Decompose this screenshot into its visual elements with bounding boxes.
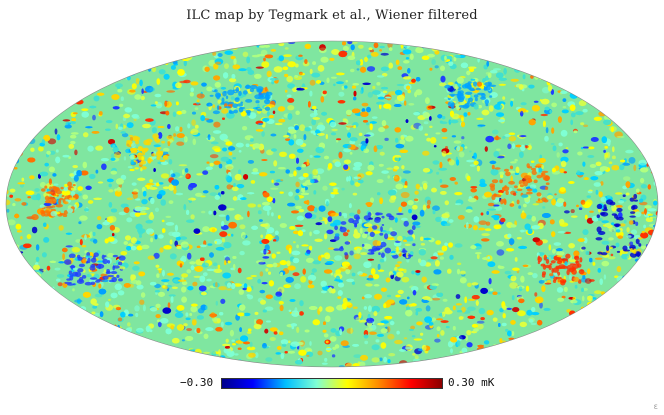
map-title: ILC map by Tegmark et al., Wiener filter…: [186, 8, 478, 23]
corner-mark: ε: [653, 402, 658, 411]
temperature-fluctuations: [6, 41, 658, 367]
colorbar: [221, 378, 443, 389]
map-boundary: [5, 40, 659, 368]
colorbar-min-label: −0.30: [180, 376, 214, 389]
colorbar-max-label: 0.30 mK: [448, 376, 495, 389]
